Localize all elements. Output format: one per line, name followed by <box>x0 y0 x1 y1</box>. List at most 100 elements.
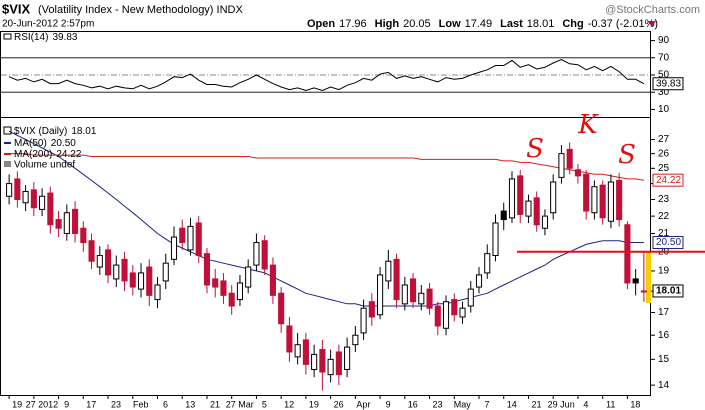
candle-body <box>170 236 178 260</box>
y-tick-label: 21 <box>658 228 670 239</box>
candle-body <box>508 178 516 219</box>
source: @StockCharts.com <box>605 4 700 16</box>
candle-body <box>475 274 483 288</box>
quote-value: 20.05 <box>403 18 431 30</box>
x-tick-label: 17 <box>86 399 96 409</box>
x-tick-label: 14 <box>507 399 517 409</box>
candle-body <box>47 192 54 226</box>
value-box <box>652 284 684 298</box>
y-tick-label: 19 <box>658 266 670 277</box>
x-tick-label: 26 <box>334 399 344 409</box>
legend-text: $VIX (Daily) <box>14 126 67 137</box>
legend-text: 18.01 <box>71 126 96 137</box>
rsi-tick-label: 90 <box>658 35 670 46</box>
candle-body <box>63 212 70 235</box>
candle-body <box>344 346 351 370</box>
legend-text: 24.22 <box>56 149 81 160</box>
candle-body <box>55 219 62 229</box>
x-tick-label: 23 <box>433 399 443 409</box>
value-box <box>652 173 684 187</box>
candle-body <box>319 349 326 373</box>
rsi-panel <box>0 31 651 118</box>
x-tick-label: Feb <box>133 399 149 409</box>
moving-average <box>8 130 644 307</box>
rsi-tick-label: 10 <box>658 104 670 115</box>
x-tick-label: 27 2012 <box>26 399 59 409</box>
candle-body <box>96 255 103 268</box>
highlight-bar <box>646 252 651 303</box>
annotation: S <box>526 134 544 164</box>
candle-body <box>434 305 441 327</box>
candle-body <box>541 215 549 229</box>
candle-body <box>401 284 408 305</box>
candle-body <box>72 208 79 235</box>
candle-body <box>179 227 186 244</box>
candle-body <box>360 307 367 334</box>
x-tick-label: 16 <box>408 399 418 409</box>
x-tick-label: 21 <box>531 399 541 409</box>
candle-body <box>30 189 37 209</box>
x-tick-label: 12 <box>284 399 294 409</box>
value-box <box>652 236 684 250</box>
legend-entry: RSI(14) 39.83 <box>14 32 78 43</box>
candle-body <box>327 358 334 376</box>
x-tick-label: 19 <box>12 399 22 409</box>
quote: Open 17.96 High 20.05 Low 17.49 Last 18.01 Chg -0… <box>307 18 658 30</box>
y-tick-label: 26 <box>658 148 670 159</box>
candle-body <box>583 173 590 212</box>
x-tick-label: 23 <box>111 399 121 409</box>
x-tick-label: 18 <box>630 399 640 409</box>
quote-value: 17.96 <box>339 18 367 30</box>
quote-value: -0.37 (-2.01%) <box>588 18 658 30</box>
candle-body <box>574 169 581 177</box>
candle-body <box>302 339 309 365</box>
annotation: K <box>577 110 599 140</box>
candle-body <box>451 299 458 316</box>
y-tick-label: 27 <box>658 134 670 145</box>
x-tick-label: 9 <box>386 399 391 409</box>
candle-body <box>410 278 417 303</box>
x-tick-label: 5 <box>262 399 267 409</box>
x-tick-label: Apr <box>356 399 370 409</box>
candle-body <box>228 292 235 307</box>
candle-body <box>261 240 268 270</box>
candle-body <box>368 301 375 318</box>
down-arrow <box>648 21 656 27</box>
value-box-label: 18.01 <box>656 286 681 297</box>
candle-body <box>500 210 507 221</box>
rsi-tick-label: 70 <box>658 52 670 63</box>
candle-body <box>640 290 647 293</box>
candle-body <box>104 249 112 276</box>
quote-label: Low <box>439 18 461 30</box>
candle-body <box>533 197 540 226</box>
candle-body <box>80 227 87 244</box>
rsi-tick-label: 50 <box>658 70 670 81</box>
candle-body <box>352 334 359 346</box>
candle-body <box>294 344 301 358</box>
legend-entry: MA(200) 24.22 <box>14 149 82 160</box>
quote-label: Last <box>500 18 523 30</box>
legend-swatch <box>4 161 11 167</box>
candle-body <box>393 258 400 301</box>
candle-body <box>335 351 342 376</box>
candle-body <box>525 200 532 217</box>
legend-text: 20.50 <box>51 138 76 149</box>
symbol: $VIX <box>2 1 31 16</box>
quote-label: High <box>375 18 400 30</box>
legend-entry: Volume undef <box>14 160 75 171</box>
y-tick-label: 23 <box>658 194 670 205</box>
candle-body <box>286 325 293 353</box>
x-tick-label: 29 Jun <box>548 399 575 409</box>
x-tick-label: 19 <box>309 399 319 409</box>
x-tick-label: 27 Mar <box>226 399 254 409</box>
legend-entry: MA(50) 20.50 <box>14 138 76 149</box>
candle-body <box>467 288 474 307</box>
candle-body <box>385 260 392 282</box>
annotation: S <box>618 140 636 170</box>
candle-body <box>154 284 161 301</box>
candle-body <box>22 190 29 204</box>
candle-body <box>442 301 450 329</box>
candle-body <box>459 307 466 318</box>
legend-text: 39.83 <box>52 32 77 43</box>
